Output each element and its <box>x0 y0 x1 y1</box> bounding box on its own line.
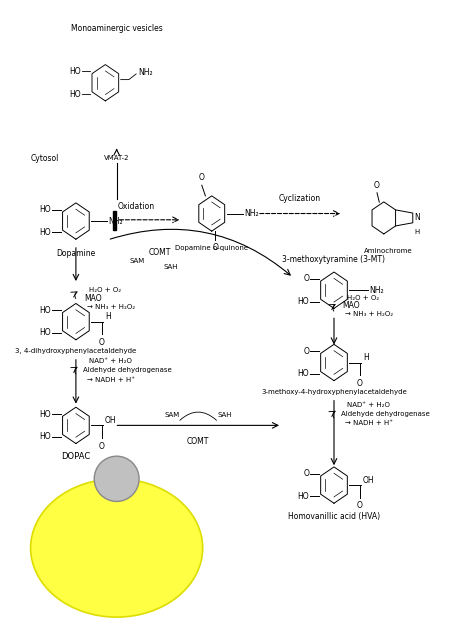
Text: Oxidation: Oxidation <box>118 202 155 211</box>
Text: 3-methoxy-4-hydroxyphenylacetaldehyde: 3-methoxy-4-hydroxyphenylacetaldehyde <box>261 389 407 395</box>
Text: → NH₃ + H₂O₂: → NH₃ + H₂O₂ <box>346 311 393 317</box>
Text: Aldehyde dehydrogenase: Aldehyde dehydrogenase <box>83 367 172 373</box>
Text: Cyclization: Cyclization <box>279 194 321 203</box>
Text: HO: HO <box>39 410 51 419</box>
Text: O: O <box>356 501 362 510</box>
Text: O: O <box>356 379 362 388</box>
Text: SAM: SAM <box>165 412 180 419</box>
Text: Homovanillic acid (HVA): Homovanillic acid (HVA) <box>288 512 380 520</box>
Text: MAO: MAO <box>84 294 102 303</box>
Text: O: O <box>374 182 380 190</box>
Text: Dopamine o-quinone: Dopamine o-quinone <box>175 245 248 251</box>
Text: HO: HO <box>69 67 81 76</box>
Text: → NADH + H⁺: → NADH + H⁺ <box>87 377 135 383</box>
Text: O: O <box>98 338 104 347</box>
Text: HO: HO <box>39 432 51 441</box>
Ellipse shape <box>31 479 203 617</box>
Text: OH: OH <box>363 476 374 485</box>
Text: NAD⁺ + H₂O: NAD⁺ + H₂O <box>89 358 131 364</box>
Text: → NH₃ + H₂O₂: → NH₃ + H₂O₂ <box>87 304 136 310</box>
Text: Aldehyde dehydrogenase: Aldehyde dehydrogenase <box>341 411 430 417</box>
Text: SAM: SAM <box>129 257 145 264</box>
Text: VMAT-2: VMAT-2 <box>104 155 129 161</box>
Text: H₂O + O₂: H₂O + O₂ <box>346 296 379 301</box>
Text: HO: HO <box>298 369 309 378</box>
Text: O: O <box>303 275 309 283</box>
Bar <box>113 211 116 230</box>
Text: NH₂: NH₂ <box>244 209 259 218</box>
Text: H: H <box>105 312 110 321</box>
Text: Aminochrome: Aminochrome <box>364 248 413 254</box>
Text: → NADH + H⁺: → NADH + H⁺ <box>346 420 393 426</box>
Text: 3-methoxytyramine (3-MT): 3-methoxytyramine (3-MT) <box>283 255 385 264</box>
Text: NH₂: NH₂ <box>138 68 153 77</box>
Text: COMT: COMT <box>187 437 210 446</box>
Text: O: O <box>199 173 205 182</box>
Text: SAH: SAH <box>164 264 178 270</box>
Text: O: O <box>98 441 104 451</box>
Text: HO: HO <box>69 90 81 99</box>
Text: DOPAC: DOPAC <box>61 452 91 461</box>
Ellipse shape <box>94 456 139 501</box>
Text: OH: OH <box>105 416 117 425</box>
Text: Dopamine: Dopamine <box>56 249 96 259</box>
Text: H: H <box>363 353 369 362</box>
Text: H: H <box>414 229 419 235</box>
Text: HO: HO <box>39 205 51 214</box>
Text: HO: HO <box>298 492 309 501</box>
Text: HO: HO <box>39 228 51 237</box>
Text: NH₂: NH₂ <box>369 286 384 295</box>
Text: NH₂: NH₂ <box>109 217 123 225</box>
Text: Cytosol: Cytosol <box>31 154 59 162</box>
Text: COMT: COMT <box>148 248 171 257</box>
Text: HO: HO <box>39 306 51 315</box>
Text: 3, 4-dihydroxyphenylacetaldehyde: 3, 4-dihydroxyphenylacetaldehyde <box>15 348 137 354</box>
Text: O: O <box>303 347 309 355</box>
Text: HO: HO <box>298 297 309 306</box>
Text: H₂O + O₂: H₂O + O₂ <box>90 287 122 293</box>
Text: MAO: MAO <box>342 301 360 310</box>
Text: HO: HO <box>39 329 51 338</box>
Text: N: N <box>414 213 420 222</box>
Text: O: O <box>303 469 309 478</box>
Text: O: O <box>212 243 219 252</box>
Text: NAD⁺ + H₂O: NAD⁺ + H₂O <box>346 402 390 408</box>
Text: Monoaminergic vesicles: Monoaminergic vesicles <box>71 24 163 32</box>
Text: SAH: SAH <box>217 412 232 419</box>
